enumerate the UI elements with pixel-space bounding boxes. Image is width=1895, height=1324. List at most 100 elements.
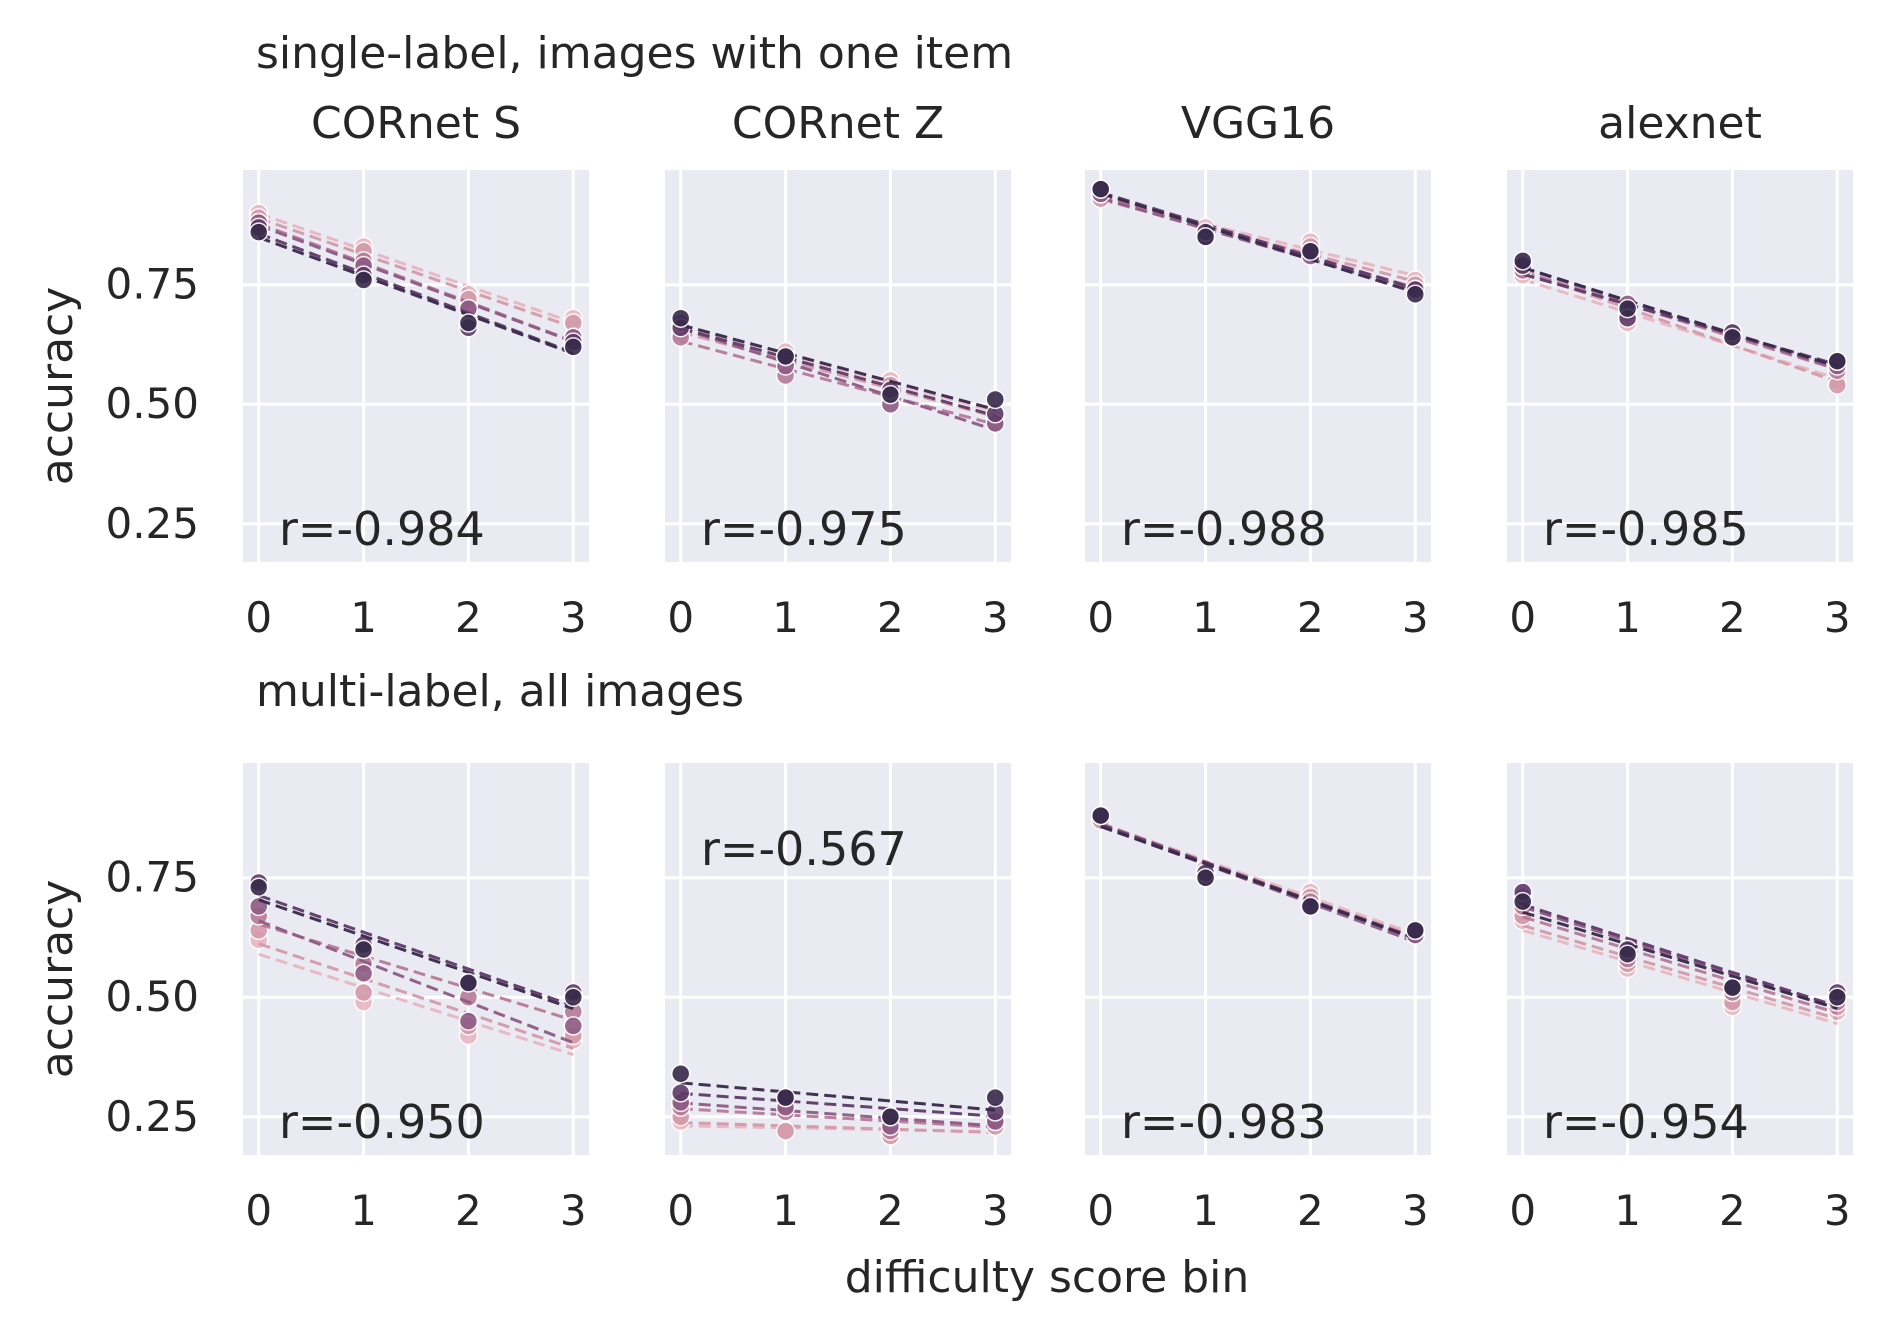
data-point [563,1016,584,1036]
series-fit-line [1522,915,1838,1015]
x-tick-label: 3 [560,1186,587,1235]
series-fit-line [680,1120,996,1135]
data-point [458,973,479,993]
x-tick-label: 1 [772,1186,799,1235]
data-point [1090,805,1111,826]
series-fit-line [680,1081,996,1112]
series-fit-line [680,339,996,426]
x-tick-label: 0 [1087,593,1114,642]
series-fit-line [680,1091,996,1118]
panel-title: CORnet Z [732,98,944,149]
panel-background [665,763,1011,1155]
panel-0-0: 0 1 2 3 0.25 0.50 0.75 accuracy CORnet S single-l… [32,28,1013,642]
data-point [670,1083,691,1103]
data-point [1512,891,1533,912]
data-point [670,308,691,328]
series-fit-line [258,235,574,355]
data-point [1405,920,1426,941]
data-point [563,987,584,1007]
data-point [1195,227,1216,247]
y-tick-label: 0.75 [105,260,199,309]
series-fit-line [258,224,574,344]
data-point [775,1087,796,1108]
series-fit-line [680,1107,996,1129]
panel-0-1: 0 1 2 3 CORnet Z r=-0.975 [665,98,1011,642]
panel-1-1: 0 1 2 3 r=-0.567 [665,763,1011,1235]
panel-background [1085,170,1431,562]
x-tick-label: 0 [1509,593,1536,642]
data-point [1617,944,1638,964]
x-tick-label: 2 [1719,593,1746,642]
data-point [1617,298,1638,319]
series-fit-line [680,323,996,411]
series-fit-line [258,942,574,1050]
correlation-annotation: r=-0.954 [1543,1095,1749,1149]
y-axis-label: accuracy [32,880,83,1079]
data-point [1090,179,1111,199]
data-point [353,939,374,960]
x-tick-label: 1 [350,1186,377,1235]
data-point [563,337,584,357]
x-tick-label: 1 [1192,1186,1219,1235]
panel-1-0: 0 1 2 3 0.25 0.50 0.75 accuracy multi-label, all… [32,666,744,1235]
x-tick-label: 1 [1614,593,1641,642]
data-point [1300,896,1321,917]
series-fit-line [1100,191,1416,294]
series-fit-line [258,952,574,1057]
row-title: single-label, images with one item [256,28,1013,79]
data-point [1722,977,1743,998]
data-point [775,346,796,367]
x-tick-label: 3 [1402,593,1429,642]
y-tick-label: 0.75 [105,853,199,902]
y-axis-label: accuracy [32,287,83,486]
panel-1-3: 0 1 2 3 r=-0.954 [1507,763,1853,1235]
x-tick-label: 0 [1509,1186,1536,1235]
series-fit-line [1522,903,1838,1008]
series-fit-line [1100,825,1416,940]
series-fit-line [258,919,574,1045]
series-fit-line [258,898,574,1011]
data-point [880,1107,901,1127]
data-point [248,222,269,242]
series-fit-line [680,326,996,418]
data-point [985,1087,1006,1108]
data-point [353,270,374,290]
panel-1-2: 0 1 2 3 r=-0.983 [1085,763,1431,1235]
x-tick-label: 0 [245,593,272,642]
x-tick-label: 0 [667,1186,694,1235]
data-point [458,313,479,333]
y-tick-label: 0.50 [105,379,199,428]
panel-0-2: 0 1 2 3 VGG16 r=-0.988 [1085,98,1431,642]
correlation-annotation: r=-0.984 [279,502,485,556]
panel-title: VGG16 [1181,98,1335,149]
x-tick-label: 1 [772,593,799,642]
data-point [353,982,374,1003]
correlation-annotation: r=-0.950 [279,1095,485,1149]
x-tick-label: 1 [1192,593,1219,642]
correlation-annotation: r=-0.975 [701,502,907,556]
panel-0-3: 0 1 2 3 alexnet r=-0.985 [1507,98,1853,642]
data-point [1405,284,1426,305]
data-point [880,384,901,405]
data-point [1195,867,1216,888]
panel-title: CORnet S [311,98,521,149]
series-fit-line [1522,910,1838,1010]
data-point [775,1121,796,1141]
series-fit-line [258,216,574,329]
x-tick-label: 0 [1087,1186,1114,1235]
x-tick-label: 3 [1402,1186,1429,1235]
series-fit-line [680,1101,996,1128]
x-tick-label: 3 [560,593,587,642]
y-tick-label: 0.25 [105,1092,199,1141]
x-tick-label: 2 [1719,1186,1746,1235]
panel-background [243,170,589,562]
series-fit-line [1522,924,1838,1021]
x-tick-label: 2 [1297,1186,1324,1235]
x-tick-label: 3 [1824,593,1851,642]
series-fit-line [258,212,574,324]
y-tick-label: 0.50 [105,972,199,1021]
series-fit-line [1522,928,1838,1025]
correlation-annotation: r=-0.985 [1543,502,1749,556]
series-fit-line [1522,266,1838,368]
